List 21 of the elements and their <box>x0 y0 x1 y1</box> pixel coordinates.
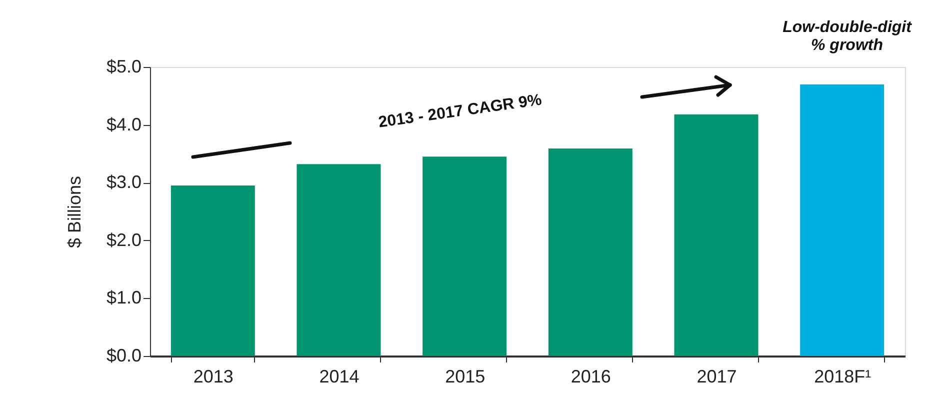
bar <box>170 185 255 356</box>
y-tick-label: $0.0 <box>106 346 142 366</box>
bar <box>296 164 381 356</box>
x-tick-label: 2016 <box>570 366 611 386</box>
bar <box>422 156 507 356</box>
y-tick-label: $2.0 <box>106 230 142 250</box>
y-tick-label: $1.0 <box>106 288 142 308</box>
y-tick-label: $5.0 <box>106 56 142 76</box>
x-tick-label: 2013 <box>193 366 234 386</box>
y-axis-title: $ Billions <box>64 176 84 248</box>
bar <box>674 114 758 356</box>
x-tick-label: 2015 <box>445 366 486 386</box>
y-tick-label: $4.0 <box>106 114 142 134</box>
annotation: 2013 - 2017 CAGR 9% <box>377 92 543 132</box>
y-tick-label: $3.0 <box>106 172 142 192</box>
x-tick-label: 2018F¹ <box>814 366 872 386</box>
text: Low-double-digit % growth <box>782 19 912 54</box>
x-tick-label: 2014 <box>319 366 360 386</box>
x-tick-label: 2017 <box>696 366 737 386</box>
bar <box>548 148 632 356</box>
bar <box>800 84 884 356</box>
